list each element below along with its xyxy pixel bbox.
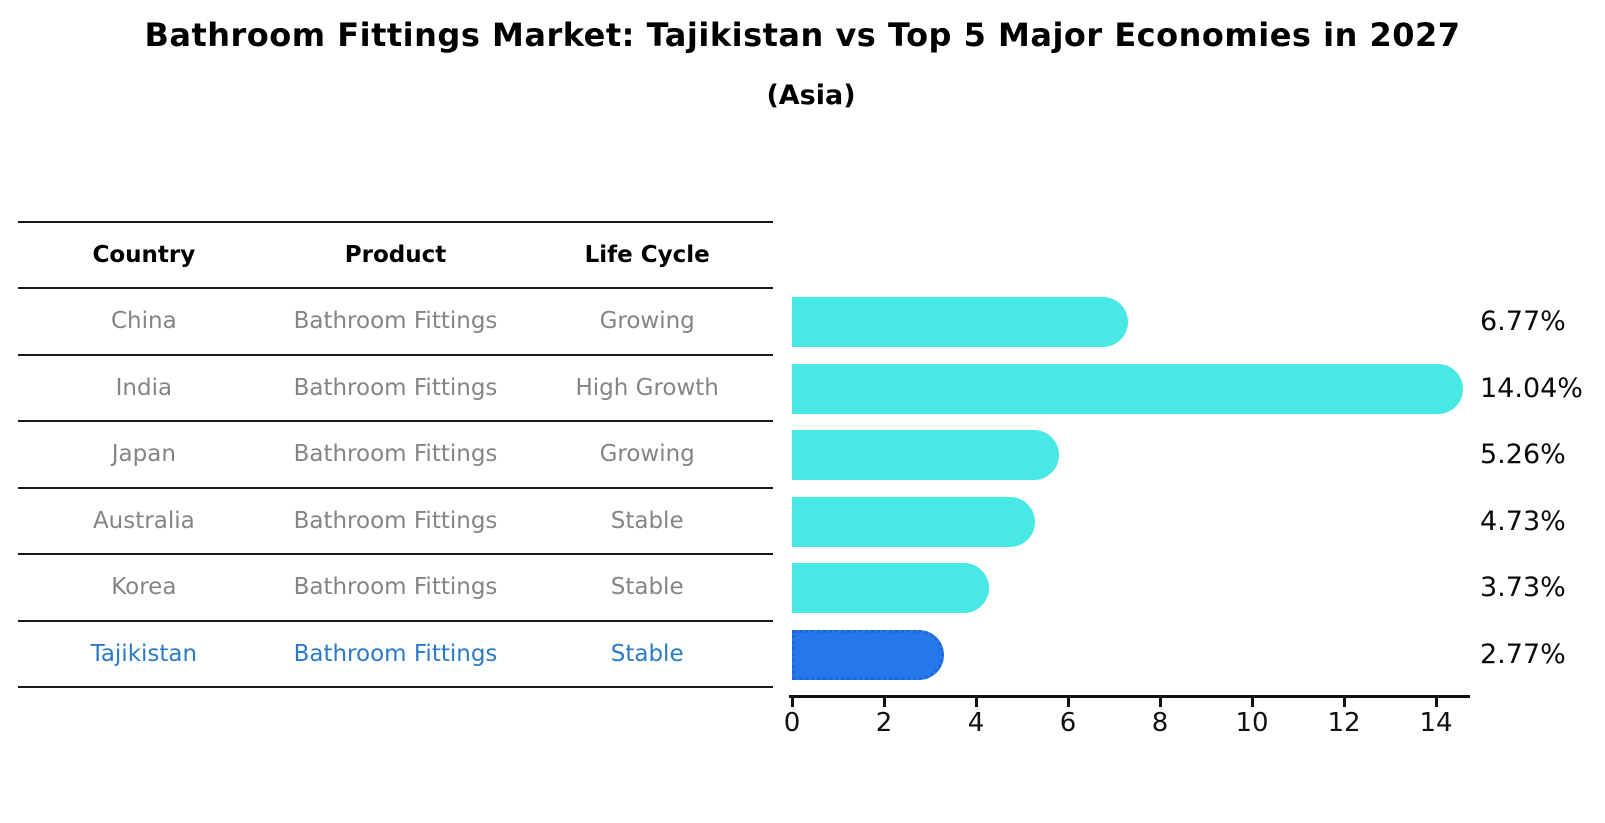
- table-row: China Bathroom Fittings Growing: [18, 289, 773, 356]
- product-cell: Bathroom Fittings: [293, 507, 498, 534]
- product-cell: Bathroom Fittings: [293, 441, 498, 468]
- country-cell: Japan: [111, 441, 176, 468]
- x-axis-tick-label: 8: [1151, 708, 1169, 738]
- product-cell: Bathroom Fittings: [293, 308, 498, 335]
- value-label: 14.04%: [1480, 372, 1583, 404]
- value-label: 4.73%: [1480, 505, 1566, 537]
- table-row: Japan Bathroom Fittings Growing: [18, 422, 773, 489]
- x-axis-tick-label: 0: [783, 708, 801, 738]
- product-cell: Bathroom Fittings: [293, 374, 498, 401]
- value-label: 2.77%: [1480, 638, 1566, 670]
- x-axis-tick: [1342, 698, 1346, 707]
- bar-india: [792, 363, 1463, 414]
- life-cycle-cell: Stable: [610, 574, 684, 601]
- x-axis-tick: [1434, 698, 1438, 707]
- table-row: India Bathroom Fittings High Growth: [18, 356, 773, 422]
- bar-japan: [792, 430, 1059, 481]
- x-axis-tick: [1066, 698, 1070, 707]
- x-axis-tick-label: 12: [1327, 708, 1361, 738]
- value-label: 5.26%: [1480, 439, 1566, 471]
- x-axis-tick: [1250, 698, 1254, 707]
- market-table: Country Product Life Cycle China Bathroom…: [18, 221, 773, 688]
- value-label: 6.77%: [1480, 306, 1566, 338]
- life-cycle-cell: Growing: [599, 441, 695, 468]
- x-axis-tick: [790, 698, 794, 707]
- life-cycle-cell: High Growth: [575, 374, 719, 401]
- country-cell: China: [110, 308, 177, 335]
- x-axis-line: [789, 695, 1471, 698]
- country-cell: India: [115, 374, 173, 401]
- bar-australia: [792, 496, 1035, 547]
- header-cell-life-cycle: Life Cycle: [584, 242, 710, 268]
- header-cell-product: Product: [344, 242, 447, 268]
- table-header-row: Country Product Life Cycle: [18, 221, 773, 289]
- country-cell: Tajikistan: [90, 640, 198, 667]
- page-title: Bathroom Fittings Market: Tajikistan vs …: [144, 16, 1461, 54]
- country-cell: Australia: [92, 507, 195, 534]
- table-body: China Bathroom Fittings Growing India Bathro…: [18, 289, 773, 688]
- x-axis-tick-label: 6: [1059, 708, 1077, 738]
- table-row: Korea Bathroom Fittings Stable: [18, 555, 773, 622]
- life-cycle-cell: Growing: [599, 308, 695, 335]
- table-row: Tajikistan Bathroom Fittings Stable: [18, 622, 773, 688]
- x-axis-tick-label: 2: [875, 708, 893, 738]
- x-axis-tick-label: 14: [1419, 708, 1453, 738]
- bar-korea: [792, 563, 989, 614]
- bar-tajikistan: [792, 629, 945, 680]
- product-cell: Bathroom Fittings: [293, 640, 498, 667]
- value-label: 3.73%: [1480, 572, 1566, 604]
- page-subtitle: (Asia): [766, 80, 856, 111]
- x-axis-tick: [882, 698, 886, 707]
- x-axis-tick-label: 10: [1235, 708, 1269, 738]
- x-axis-tick: [1158, 698, 1162, 707]
- bar-china: [792, 297, 1129, 348]
- life-cycle-cell: Stable: [610, 507, 684, 534]
- x-axis-tick: [974, 698, 978, 707]
- product-cell: Bathroom Fittings: [293, 574, 498, 601]
- country-cell: Korea: [111, 574, 177, 601]
- table-row: Australia Bathroom Fittings Stable: [18, 489, 773, 555]
- x-axis-tick-label: 4: [967, 708, 985, 738]
- life-cycle-cell: Stable: [610, 640, 684, 667]
- header-cell-country: Country: [92, 242, 196, 268]
